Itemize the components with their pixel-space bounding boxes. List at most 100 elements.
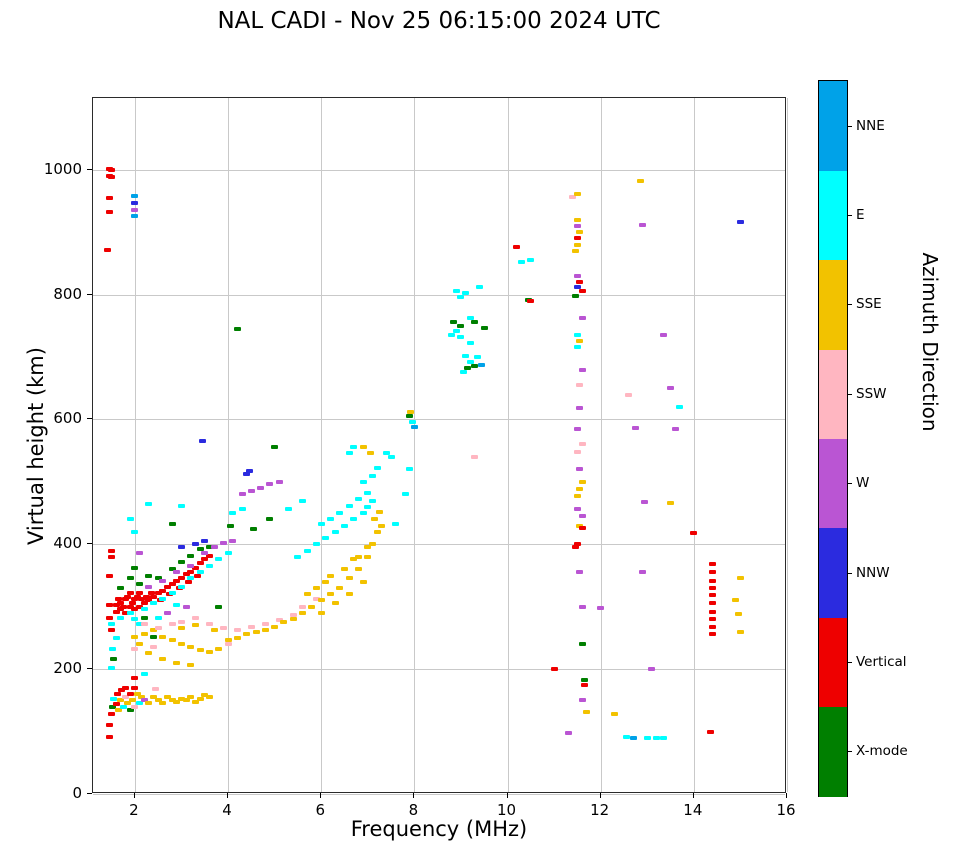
data-point — [219, 625, 227, 630]
data-point — [201, 551, 209, 556]
data-point — [119, 604, 127, 609]
data-point — [126, 576, 134, 581]
data-point — [629, 735, 637, 740]
data-point — [299, 498, 307, 503]
data-point — [611, 712, 619, 717]
data-point — [131, 213, 139, 218]
data-point — [359, 479, 367, 484]
colorbar-segment-ssw — [819, 349, 847, 439]
data-point — [636, 179, 644, 184]
gridline-horizontal — [93, 669, 785, 671]
data-point — [275, 479, 283, 484]
data-point — [145, 584, 153, 589]
data-point — [407, 409, 415, 414]
data-point — [576, 406, 584, 411]
data-point — [571, 544, 579, 549]
data-point — [317, 610, 325, 615]
data-point — [205, 694, 213, 699]
data-point — [229, 511, 237, 516]
data-point — [110, 697, 118, 702]
data-point — [336, 586, 344, 590]
data-point — [471, 363, 479, 368]
x-tick-label: 4 — [222, 801, 232, 819]
data-point — [108, 622, 116, 627]
data-point — [448, 332, 456, 337]
x-tick-mark — [227, 793, 229, 798]
data-point — [452, 288, 460, 293]
data-point — [124, 594, 132, 599]
y-tick-label: 0 — [72, 784, 82, 802]
data-point — [573, 426, 581, 431]
data-point — [457, 323, 465, 328]
data-point — [459, 370, 467, 375]
data-point — [576, 487, 584, 492]
data-point — [732, 598, 740, 603]
x-tick-mark — [692, 793, 694, 798]
data-point — [150, 600, 158, 605]
data-point — [573, 507, 581, 512]
data-point — [105, 615, 113, 620]
data-point — [150, 695, 158, 700]
data-point — [313, 586, 321, 590]
colorbar-segment-x-mode — [819, 706, 847, 797]
data-point — [308, 604, 316, 609]
data-point — [140, 632, 148, 637]
data-point — [131, 529, 139, 534]
colorbar-tick-mark — [848, 572, 852, 574]
data-point — [117, 607, 125, 612]
data-point — [280, 619, 288, 624]
data-point — [576, 230, 584, 235]
data-point — [583, 709, 591, 714]
data-point — [117, 615, 125, 620]
data-point — [671, 427, 679, 432]
data-point — [138, 597, 146, 602]
data-point — [164, 584, 172, 589]
data-point — [145, 573, 153, 578]
data-point — [573, 449, 581, 454]
data-point — [573, 493, 581, 498]
data-point — [105, 210, 113, 215]
data-point — [194, 573, 202, 578]
data-point — [201, 557, 209, 562]
data-point — [462, 291, 470, 296]
y-tick-label: 800 — [53, 284, 82, 303]
data-point — [341, 523, 349, 528]
data-point — [573, 273, 581, 278]
data-point — [118, 688, 126, 693]
data-point — [117, 698, 125, 703]
data-point — [708, 578, 716, 583]
data-point — [182, 698, 190, 703]
data-point — [154, 576, 162, 581]
data-point — [196, 547, 204, 552]
colorbar-tick-mark — [848, 125, 852, 127]
data-point — [464, 366, 472, 371]
data-point — [177, 619, 185, 624]
data-point — [466, 360, 474, 365]
data-point — [382, 451, 390, 456]
data-point — [131, 566, 139, 571]
data-point — [108, 175, 116, 180]
gridline-vertical — [507, 98, 509, 792]
data-point — [129, 600, 137, 605]
data-point — [578, 479, 586, 484]
data-point — [145, 598, 153, 603]
data-point — [578, 288, 586, 293]
data-point — [690, 531, 698, 536]
gridline-vertical — [693, 98, 695, 792]
data-point — [205, 553, 213, 558]
x-tick-label: 2 — [129, 801, 139, 819]
data-point — [345, 576, 353, 581]
data-point — [708, 600, 716, 605]
y-tick-mark — [87, 543, 92, 545]
data-point — [177, 559, 185, 564]
data-point — [303, 592, 311, 597]
data-point — [122, 610, 130, 615]
data-point — [112, 609, 120, 614]
data-point — [140, 698, 148, 703]
data-point — [471, 454, 479, 459]
data-point — [154, 625, 162, 630]
data-point — [201, 538, 209, 543]
data-point — [133, 692, 141, 697]
data-point — [573, 223, 581, 228]
